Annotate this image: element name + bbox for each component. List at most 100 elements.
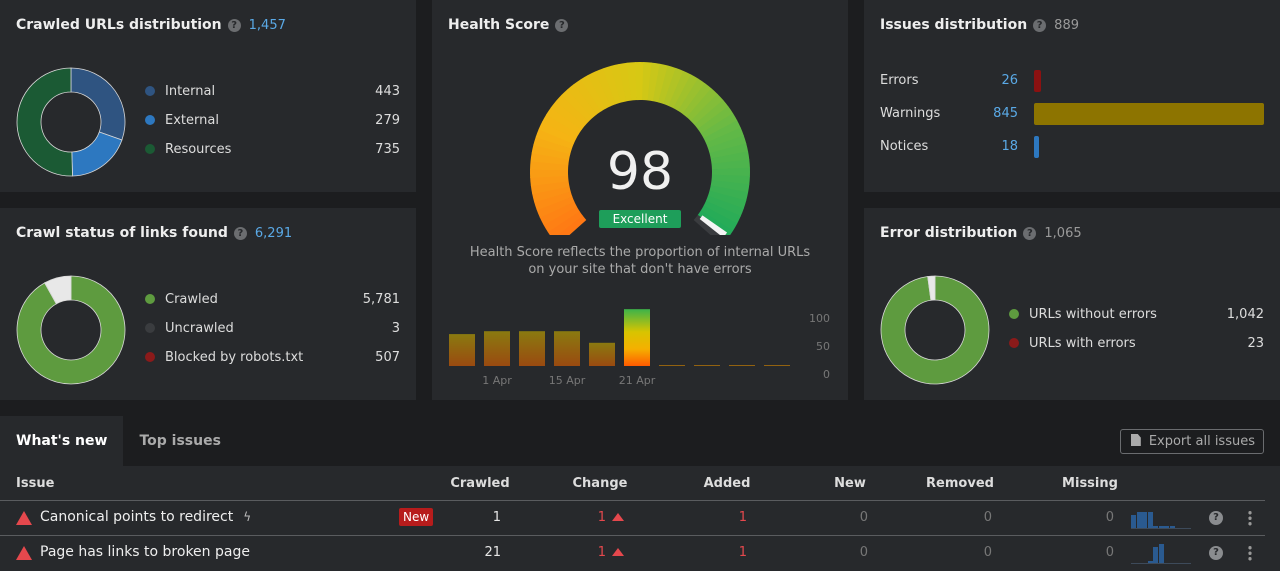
help-icon[interactable]: ? (1209, 511, 1223, 525)
issue-bar (1034, 103, 1264, 125)
column-header-issue[interactable]: Issue (16, 476, 55, 491)
change-value[interactable]: 1 (597, 545, 606, 560)
added-value[interactable]: 1 (738, 545, 747, 560)
legend-label: External (165, 113, 219, 128)
help-icon[interactable]: ? (1209, 546, 1223, 560)
donut-slice-urls-without-errors[interactable] (880, 275, 990, 385)
tab-top-issues[interactable]: Top issues (139, 433, 221, 449)
more-menu-icon[interactable] (1248, 510, 1252, 526)
bar[interactable] (589, 342, 615, 366)
gauge-segment (602, 65, 622, 105)
legend-item[interactable]: Resources 735 (145, 140, 400, 160)
legend-item[interactable]: Crawled 5,781 (145, 290, 400, 310)
issue-count[interactable]: 845 (993, 106, 1018, 121)
gauge-segment (703, 120, 741, 144)
health-description: Health Score reflects the proportion of … (469, 245, 811, 277)
gauge-segment (700, 205, 738, 232)
gauge-segment (555, 94, 589, 126)
crawled-urls-card: Crawled URLs distribution? 1,457 Internal… (0, 0, 416, 192)
gauge-segment (705, 195, 744, 217)
donut-slice-external[interactable] (71, 131, 123, 177)
help-icon[interactable]: ? (555, 19, 569, 32)
table-row[interactable]: Page has links to broken page 21 1 1 0 0 … (0, 535, 1265, 570)
donut-slice-crawled[interactable] (16, 275, 126, 385)
legend-value: 735 (375, 142, 400, 157)
card-title: Crawl status of links found? 6,291 (16, 225, 293, 241)
donut-slice-urls-with-errors[interactable] (927, 275, 936, 301)
total-count[interactable]: 1,457 (248, 18, 286, 33)
trend-sparkline (1131, 509, 1191, 529)
warning-icon (16, 546, 32, 560)
gauge-segment (711, 159, 750, 170)
issue-count[interactable]: 18 (1001, 139, 1018, 154)
column-header-crawled[interactable]: Crawled (450, 476, 510, 491)
gauge-segment (658, 65, 677, 104)
new-value[interactable]: 0 (859, 510, 868, 525)
legend-label: Internal (165, 84, 216, 99)
column-header-added[interactable]: Added (703, 476, 751, 491)
donut-slice-internal[interactable] (70, 67, 126, 141)
issue-label: Errors (880, 73, 919, 88)
x-tick-label: 21 Apr (619, 374, 656, 387)
bar[interactable] (484, 331, 510, 366)
total-count[interactable]: 6,291 (254, 226, 293, 241)
legend-value: 23 (1247, 336, 1264, 351)
legend-label: URLs without errors (1029, 307, 1157, 322)
issue-label: Warnings (880, 106, 941, 121)
gauge-segment (546, 107, 582, 135)
column-header-removed[interactable]: Removed (926, 476, 994, 491)
bar[interactable] (764, 365, 790, 366)
issue-name[interactable]: Page has links to broken page (40, 544, 250, 560)
legend-label: Crawled (165, 292, 218, 307)
bar[interactable] (694, 365, 720, 366)
trend-bar (1158, 543, 1164, 563)
gauge-segment (647, 62, 661, 102)
issue-cell: Canonical points to redirect ϟ (40, 509, 251, 525)
tab-whats-new[interactable]: What's new (0, 416, 124, 466)
legend-dot (145, 86, 155, 96)
gauge-segment (711, 174, 750, 185)
issue-count[interactable]: 26 (1001, 73, 1018, 88)
bar[interactable] (659, 365, 685, 366)
column-header-missing[interactable]: Missing (1062, 476, 1118, 491)
bar[interactable] (449, 334, 475, 366)
legend-item[interactable]: Blocked by robots.txt 507 (145, 348, 400, 368)
bar[interactable] (554, 331, 580, 366)
donut-slice-blocked-by-robots-txt[interactable] (44, 275, 72, 305)
crawled-value[interactable]: 21 (484, 545, 501, 560)
help-icon[interactable]: ? (1033, 19, 1047, 32)
help-icon[interactable]: ? (233, 227, 247, 240)
bar[interactable] (624, 309, 650, 366)
crawled-value[interactable]: 1 (492, 510, 501, 525)
legend-label: Uncrawled (165, 321, 234, 336)
removed-value[interactable]: 0 (983, 545, 992, 560)
bar[interactable] (519, 331, 545, 366)
legend-item[interactable]: Internal 443 (145, 82, 400, 102)
y-tick-label: 50 (816, 340, 830, 353)
missing-value[interactable]: 0 (1105, 510, 1114, 525)
new-value[interactable]: 0 (859, 545, 868, 560)
help-icon[interactable]: ? (1023, 227, 1037, 240)
change-value[interactable]: 1 (597, 510, 606, 525)
help-icon[interactable]: ? (227, 19, 241, 32)
legend-item[interactable]: URLs without errors 1,042 (1009, 305, 1264, 325)
legend-item[interactable]: Uncrawled 3 (145, 319, 400, 339)
column-header-new[interactable]: New (834, 476, 866, 491)
missing-value[interactable]: 0 (1105, 545, 1114, 560)
total-count: 1,065 (1044, 226, 1082, 241)
legend-item[interactable]: External 279 (145, 111, 400, 131)
trend-bar (1164, 526, 1169, 528)
issue-name[interactable]: Canonical points to redirect (40, 509, 234, 525)
removed-value[interactable]: 0 (983, 510, 992, 525)
table-row[interactable]: Canonical points to redirect ϟ New 1 1 1 0 … (0, 500, 1265, 535)
export-all-issues-button[interactable]: Export all issues (1119, 429, 1264, 454)
bar[interactable] (729, 365, 755, 366)
more-menu-icon[interactable] (1248, 545, 1252, 561)
donut-slice-resources[interactable] (16, 67, 73, 177)
arrow-up-icon (612, 548, 624, 556)
column-header-change[interactable]: Change (572, 476, 628, 491)
trend-bar (1136, 512, 1142, 528)
legend-value: 1,042 (1226, 307, 1264, 322)
added-value[interactable]: 1 (738, 510, 747, 525)
legend-item[interactable]: URLs with errors 23 (1009, 334, 1264, 354)
